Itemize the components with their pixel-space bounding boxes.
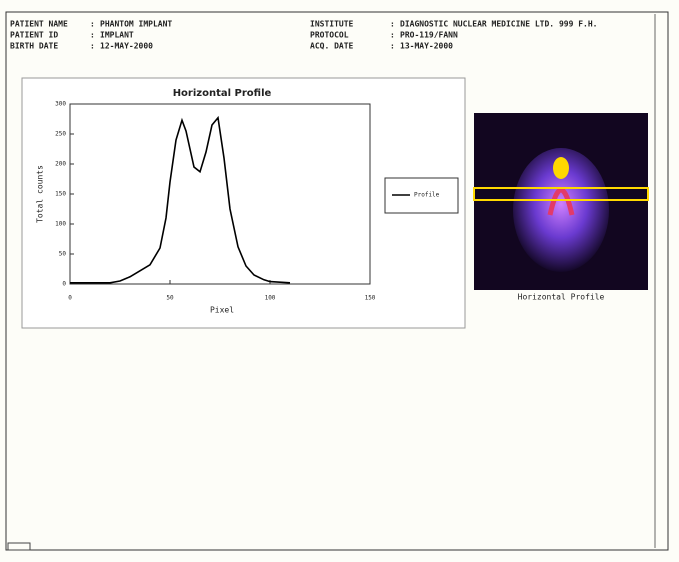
y-tick-label: 100: [55, 221, 66, 228]
field-separator: :: [90, 20, 95, 29]
field-label: BIRTH DATE: [10, 42, 58, 51]
x-tick-label: 100: [265, 295, 276, 302]
field-separator: :: [90, 42, 95, 51]
field-value: PRO-119/FANN: [400, 31, 458, 40]
field-label: PATIENT NAME: [10, 20, 68, 29]
field-label: PROTOCOL: [310, 31, 349, 40]
image-caption: Horizontal Profile: [518, 293, 605, 302]
y-tick-label: 0: [62, 281, 66, 288]
field-value: IMPLANT: [100, 31, 134, 40]
field-separator: :: [90, 31, 95, 40]
field-separator: :: [390, 20, 395, 29]
y-tick-label: 300: [55, 101, 66, 108]
chart-title: Horizontal Profile: [173, 88, 272, 99]
y-tick-label: 50: [59, 251, 67, 258]
field-separator: :: [390, 31, 395, 40]
field-value: DIAGNOSTIC NUCLEAR MEDICINE LTD. 999 F.H…: [400, 20, 597, 29]
y-tick-label: 250: [55, 131, 66, 138]
x-tick-label: 0: [68, 295, 72, 302]
field-value: 12-MAY-2000: [100, 42, 153, 51]
x-tick-label: 50: [166, 295, 174, 302]
y-tick-label: 150: [55, 191, 66, 198]
y-axis-label: Total counts: [36, 165, 45, 223]
legend-label: Profile: [414, 192, 440, 199]
field-separator: :: [390, 42, 395, 51]
field-label: INSTITUTE: [310, 20, 354, 29]
field-label: PATIENT ID: [10, 31, 58, 40]
x-tick-label: 150: [365, 295, 376, 302]
x-axis-label: Pixel: [210, 306, 234, 315]
report-window: Horizontal Profile Pixel Total counts Ho…: [0, 0, 679, 558]
y-tick-label: 200: [55, 161, 66, 168]
field-value: PHANTOM IMPLANT: [100, 20, 172, 29]
scan-hotspot: [553, 157, 569, 179]
field-label: ACQ. DATE: [310, 42, 354, 51]
field-value: 13-MAY-2000: [400, 42, 453, 51]
